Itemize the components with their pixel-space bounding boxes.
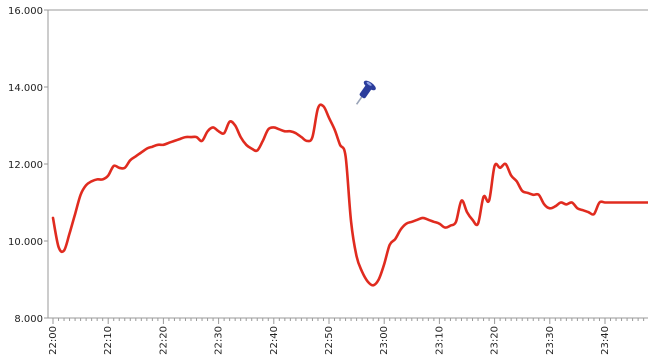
axes bbox=[47, 9, 648, 319]
y-tick-label: 10.000 bbox=[8, 237, 43, 248]
x-tick-label: 22:30 bbox=[214, 326, 225, 355]
x-tick-label: 22:10 bbox=[103, 326, 114, 355]
x-tick-label: 22:40 bbox=[269, 326, 280, 355]
pushpin-graphic bbox=[355, 80, 376, 105]
series-line bbox=[51, 103, 648, 287]
y-axis-ticks: 8.000 10.000 12.000 14.000 16.000 bbox=[8, 6, 48, 325]
y-tick-label: 14.000 bbox=[8, 83, 43, 94]
y-tick-label: 12.000 bbox=[8, 160, 43, 171]
y-tick-label: 8.000 bbox=[14, 314, 43, 325]
pushpin-highlight bbox=[366, 81, 372, 86]
x-tick-label: 22:20 bbox=[158, 326, 169, 355]
x-tick-label: 22:50 bbox=[324, 326, 335, 355]
x-tick-label: 23:20 bbox=[490, 326, 501, 355]
x-tick-label: 23:10 bbox=[434, 326, 445, 355]
x-tick-label: 23:30 bbox=[545, 326, 556, 355]
x-tick-label: 22:00 bbox=[48, 326, 59, 355]
x-tick-label: 23:00 bbox=[379, 326, 390, 355]
x-tick-label: 23:40 bbox=[600, 326, 611, 355]
pushpin-icon[interactable] bbox=[351, 79, 377, 108]
y-tick-label: 16.000 bbox=[8, 6, 43, 17]
x-axis-ticks: 22:00 22:10 22:20 22:30 22:40 22:50 23:00 23:10… bbox=[48, 318, 645, 355]
pushpin-needle bbox=[355, 95, 363, 105]
